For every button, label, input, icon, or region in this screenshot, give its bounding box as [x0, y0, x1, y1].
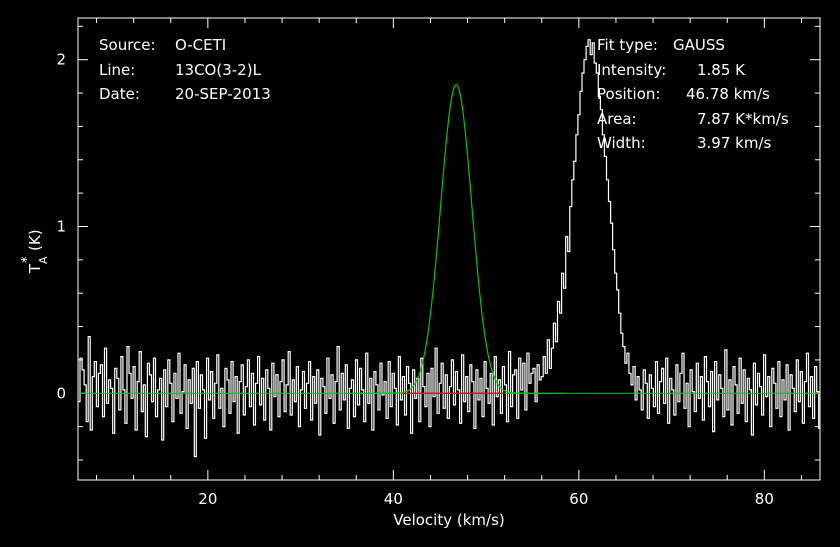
- x-tick-label: 20: [198, 490, 217, 508]
- fit-intensity-label: Intensity:: [597, 61, 666, 79]
- info-line-label: Line:: [99, 61, 135, 79]
- x-tick-label: 40: [384, 490, 403, 508]
- fit-type-value: GAUSS: [673, 36, 725, 54]
- x-tick-label: 80: [755, 490, 774, 508]
- x-axis-label: Velocity (km/s): [393, 511, 504, 529]
- y-axis-label: T A * (K): [20, 229, 50, 274]
- gaussian-fit-curve: [345, 84, 567, 394]
- fit-position-value: 46.78 km/s: [686, 85, 770, 103]
- info-right: Fit type: GAUSS Intensity: 1.85 K Positi…: [597, 36, 789, 152]
- y-tick-label: 2: [56, 51, 66, 69]
- fit-position-label: Position:: [597, 85, 660, 103]
- info-left: Source: O-CETI Line: 13CO(3-2)L Date: 20…: [99, 36, 271, 103]
- info-date-label: Date:: [99, 85, 140, 103]
- y-axis-label-sup: *: [20, 256, 35, 263]
- y-axis-label-symbol: T: [26, 263, 44, 274]
- fit-type-label: Fit type:: [597, 36, 658, 54]
- plot-marks: [78, 39, 820, 458]
- y-axis-label-sub: A: [37, 256, 50, 264]
- x-tick-label: 60: [569, 490, 588, 508]
- y-axis-label-unit: (K): [26, 229, 44, 251]
- y-tick-label: 0: [56, 384, 66, 402]
- info-line-value: 13CO(3-2)L: [175, 61, 262, 79]
- plot-frame: [77, 17, 821, 481]
- spectrum-series: [78, 39, 820, 458]
- fit-width-label: Width:: [597, 134, 646, 152]
- info-date-value: 20-SEP-2013: [175, 85, 271, 103]
- fit-width-value: 3.97 km/s: [697, 134, 772, 152]
- info-source-value: O-CETI: [175, 36, 226, 54]
- info-source-label: Source:: [99, 36, 156, 54]
- y-tick-label: 1: [56, 217, 66, 235]
- fit-area-label: Area:: [597, 110, 637, 128]
- fit-intensity-value: 1.85 K: [697, 61, 746, 79]
- fit-area-value: 7.87 K*km/s: [697, 110, 789, 128]
- axis-tick-labels: 20 40 60 80 0 1 2: [56, 51, 773, 508]
